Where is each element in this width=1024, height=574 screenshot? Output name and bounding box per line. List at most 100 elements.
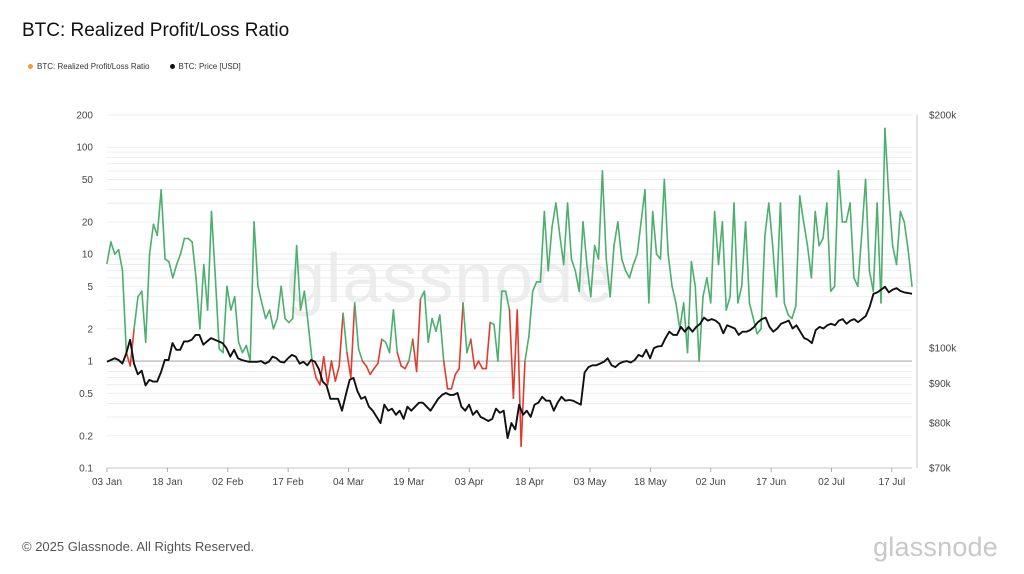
ratio-line-segment — [907, 248, 913, 288]
ratio-line-segment — [721, 221, 728, 311]
ratio-line-segment — [632, 253, 639, 266]
ratio-line-segment — [202, 263, 209, 311]
ratio-line-segment — [822, 202, 828, 240]
ratio-line-segment — [392, 309, 399, 354]
ratio-line-segment — [826, 202, 832, 293]
x-axis: 03 Jan 18 Jan 02 Feb 17 Feb 04 Mar 19 Mar 03 A… — [92, 467, 912, 488]
ratio-line-segment — [299, 290, 306, 311]
x-tick-label: 17 Feb — [273, 477, 305, 488]
x-tick-label: 02 Jul — [818, 477, 845, 488]
ratio-line-segment — [895, 210, 902, 266]
ratio-line-segment — [315, 376, 321, 386]
ratio-line-segment — [605, 258, 611, 298]
ratio-line-segment — [578, 221, 584, 293]
ratio-line-segment — [880, 127, 886, 304]
ratio-line-segment — [709, 210, 716, 304]
ratio-line-segment — [303, 290, 310, 326]
ratio-line-segment — [520, 360, 526, 447]
ratio-line-segment — [206, 210, 213, 311]
ratio-line-segment — [601, 170, 608, 260]
ratio-line-segment — [713, 210, 720, 266]
ratio-line-segment — [887, 195, 894, 247]
ratio-line-segment — [210, 210, 217, 279]
ratio-line-segment — [442, 360, 449, 390]
ratio-line-segment — [566, 202, 573, 260]
ratio-line-segment — [396, 351, 402, 367]
ratio-line-segment — [555, 202, 561, 237]
y-tick-label: 1 — [87, 357, 93, 368]
ratio-line-segment — [508, 309, 515, 399]
ratio-line-segment — [589, 244, 596, 298]
ratio-line-segment — [729, 202, 735, 298]
y-tick-label: 0.2 — [79, 431, 93, 442]
ratio-line-segment — [179, 237, 186, 255]
ratio-line-segment — [756, 328, 762, 335]
ratio-line-segment — [334, 365, 341, 382]
series-ratio — [106, 127, 913, 447]
legend-item-ratio[interactable]: BTC: Realized Profit/Loss Ratio — [28, 62, 150, 71]
legend-label-price: BTC: Price [USD] — [178, 62, 241, 71]
ratio-line-segment — [288, 317, 294, 324]
ratio-line-segment — [582, 221, 588, 266]
x-tick-label: 18 May — [634, 477, 667, 488]
y2-tick-label: $200k — [929, 111, 957, 122]
ratio-line-segment — [613, 221, 619, 247]
legend-item-price[interactable]: BTC: Price [USD] — [169, 62, 241, 71]
legend-swatch-price — [169, 64, 175, 69]
ratio-line-segment — [725, 295, 731, 311]
ratio-line-segment — [818, 237, 824, 247]
ratio-line-segment — [141, 290, 147, 344]
ratio-line-segment — [678, 302, 685, 330]
ratio-line-segment — [512, 309, 519, 399]
ratio-line-segment — [187, 237, 193, 243]
ratio-line-segment — [698, 295, 704, 362]
ratio-line-segment — [322, 355, 329, 386]
ratio-line-segment — [617, 221, 623, 260]
ratio-line-segment — [439, 314, 445, 362]
ratio-line-segment — [241, 344, 248, 354]
ratio-line-segment — [230, 295, 236, 311]
ratio-line-segment — [810, 210, 817, 279]
y2-tick-label: $80k — [929, 419, 952, 430]
ratio-line-segment — [280, 285, 286, 320]
ratio-line-segment — [253, 221, 259, 288]
y2-tick-label: $90k — [929, 379, 952, 390]
ratio-line-segment — [261, 302, 267, 320]
ratio-line-segment — [640, 188, 646, 223]
ratio-line-segment — [373, 362, 379, 370]
y-axis-left-labels: 0.1 0.2 0.5 1 2 5 10 20 50 100 200 — [76, 111, 93, 475]
ratio-line-segment — [311, 360, 317, 379]
legend-swatch-ratio — [28, 64, 33, 69]
y-axis-right-labels: $70k $80k $90k $100k $200k — [916, 111, 957, 475]
x-tick-label: 17 Jun — [756, 477, 786, 488]
ratio-line-segment — [195, 277, 201, 330]
ratio-line-segment — [264, 309, 271, 320]
ratio-line-segment — [737, 285, 743, 304]
ratio-line-segment — [144, 253, 151, 344]
ratio-line-segment — [872, 202, 878, 293]
ratio-line-segment — [636, 221, 642, 255]
ratio-line-segment — [338, 312, 344, 367]
ratio-line-segment — [543, 210, 550, 272]
x-tick-label: 03 Jan — [92, 477, 122, 488]
y-tick-label: 50 — [82, 175, 94, 186]
y-tick-label: 5 — [87, 282, 93, 293]
ratio-line-segment — [353, 302, 360, 350]
ratio-line-segment — [783, 302, 789, 316]
ratio-line-segment — [675, 302, 681, 330]
x-tick-label: 02 Jun — [696, 477, 726, 488]
ratio-line-segment — [857, 234, 863, 288]
ratio-line-segment — [276, 285, 282, 320]
ratio-line-segment — [291, 244, 298, 320]
ratio-line-segment — [431, 317, 437, 333]
ratio-line-segment — [466, 338, 472, 354]
y-tick-label: 200 — [76, 111, 93, 122]
y2-tick-label: $100k — [929, 344, 957, 355]
ratio-line-segment — [775, 202, 782, 298]
ratio-line-segment — [415, 298, 422, 373]
y-tick-label: 0.1 — [79, 464, 93, 475]
ratio-line-segment — [663, 178, 669, 255]
ratio-line-segment — [175, 253, 182, 266]
ratio-line-segment — [779, 202, 786, 304]
x-tick-label: 19 Mar — [393, 477, 425, 488]
